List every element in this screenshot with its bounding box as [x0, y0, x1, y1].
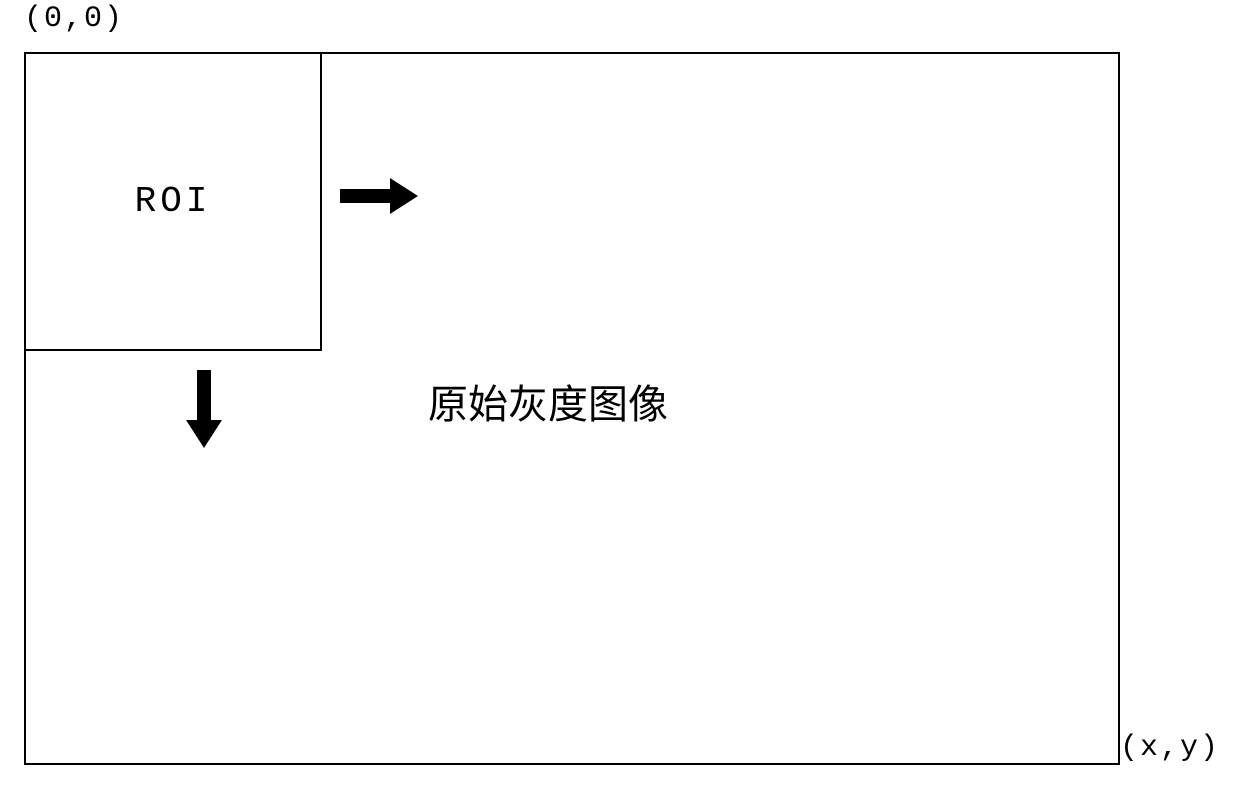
arrow-right-icon: [340, 178, 420, 214]
roi-box: ROI: [24, 52, 322, 351]
roi-label: ROI: [135, 181, 212, 222]
origin-label: (0,0): [24, 2, 124, 36]
main-image-label: 原始灰度图像: [428, 372, 668, 430]
arrow-down-icon: [186, 370, 222, 450]
xy-label: (x,y): [1120, 731, 1220, 765]
